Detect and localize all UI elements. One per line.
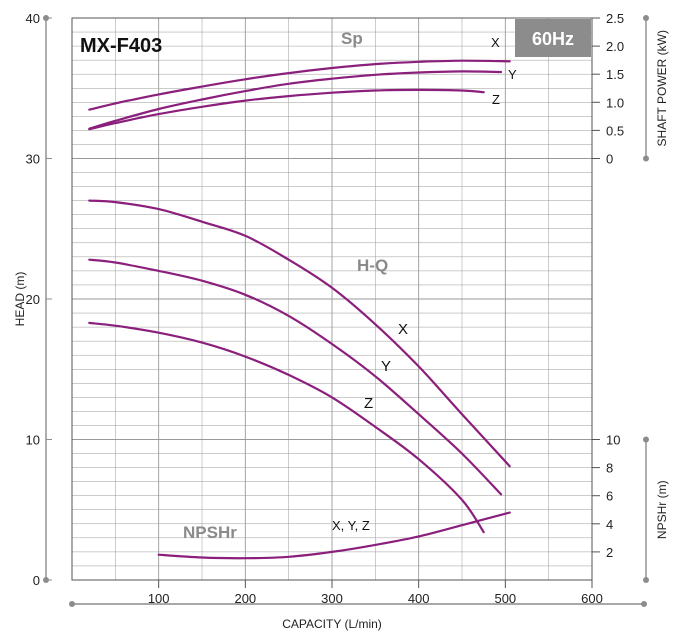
- npshr-tick-label: 4: [606, 517, 613, 532]
- power-axis-end-dot: [643, 15, 649, 21]
- head-curve-label-x: X: [398, 321, 408, 338]
- head-tick-label: 10: [26, 433, 40, 448]
- npshr-tick-label: 10: [606, 433, 620, 448]
- head-curve-x: [88, 199, 511, 468]
- npshr-axis-end-dot: [643, 577, 649, 583]
- npshr-curve-xyz: [157, 511, 511, 560]
- power-tick-label: 0: [606, 152, 613, 167]
- head-tick-label: 40: [26, 11, 40, 26]
- power-curve-label-x: X: [491, 35, 500, 50]
- head-axis-title: HEAD (m): [13, 272, 27, 327]
- frequency-badge: [515, 19, 591, 57]
- head-capacity-group-label: H-Q: [357, 256, 388, 275]
- power-curve-x: [88, 59, 511, 111]
- npshr-axis-title: NPSHr (m): [655, 480, 669, 539]
- power-tick-label: 0.5: [606, 123, 624, 138]
- capacity-axis-title: CAPACITY (L/min): [282, 617, 382, 631]
- power-tick-label: 2.0: [606, 39, 624, 54]
- capacity-tick-label: 600: [581, 591, 603, 606]
- head-curve-label-z: Z: [364, 395, 373, 412]
- npshr-axis-end-dot: [643, 436, 649, 443]
- head-tick-label: 0: [33, 573, 40, 588]
- npshr-tick-label: 8: [606, 461, 613, 476]
- model-label: MX-F403: [80, 35, 162, 57]
- head-curve-y: [88, 258, 503, 496]
- capacity-axis-end-dot: [641, 601, 647, 607]
- shaft-power-group-label: Sp: [341, 29, 363, 48]
- npshr-tick-label: 6: [606, 489, 613, 504]
- npshr-group-label: NPSHr: [183, 523, 237, 542]
- capacity-tick-label: 200: [234, 591, 256, 606]
- capacity-tick-label: 500: [494, 591, 516, 606]
- power-axis-title: SHAFT POWER (kW): [655, 30, 669, 146]
- npshr-curve-label: X, Y, Z: [332, 518, 370, 533]
- npshr-tick-label: 2: [606, 545, 613, 560]
- grid-lines: [72, 18, 592, 580]
- head-curve-z: [88, 321, 485, 534]
- power-curve-label-z: Z: [492, 92, 500, 107]
- power-tick-label: 1.5: [606, 67, 624, 82]
- power-tick-label: 1.0: [606, 95, 624, 110]
- curves: [88, 59, 511, 560]
- power-axis-end-dot: [643, 155, 649, 162]
- capacity-tick-label: 100: [148, 591, 170, 606]
- capacity-tick-label: 300: [321, 591, 343, 606]
- head-tick-label: 20: [26, 292, 40, 307]
- head-tick-label: 30: [26, 152, 40, 167]
- capacity-tick-label: 400: [408, 591, 430, 606]
- axes: 0 10 20 30 40 HEAD (m) 0 0.5 1.0 1.5 2.0 2.5 SHAFT P…: [13, 11, 669, 631]
- frequency-label: 60Hz: [532, 29, 574, 49]
- power-curve-label-y: Y: [508, 67, 517, 82]
- power-curve-y: [88, 70, 503, 130]
- capacity-axis-end-dot: [69, 601, 75, 607]
- power-tick-label: 2.5: [606, 11, 624, 26]
- power-curve-z: [88, 88, 485, 131]
- head-curve-label-y: Y: [381, 358, 391, 375]
